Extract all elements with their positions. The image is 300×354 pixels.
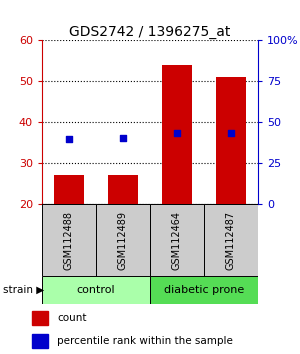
Text: GSM112489: GSM112489	[118, 211, 128, 269]
Title: GDS2742 / 1396275_at: GDS2742 / 1396275_at	[69, 25, 231, 39]
Point	[229, 131, 233, 136]
Bar	[150, 204, 204, 276]
Text: GSM112488: GSM112488	[64, 211, 74, 269]
Text: diabetic prone: diabetic prone	[164, 285, 244, 295]
Bar	[96, 204, 150, 276]
Text: GSM112487: GSM112487	[226, 210, 236, 269]
Bar	[42, 276, 150, 304]
Bar	[54, 175, 84, 204]
Point	[175, 131, 179, 136]
Bar	[108, 175, 138, 204]
Text: count: count	[57, 313, 86, 323]
Bar	[150, 276, 258, 304]
Bar	[204, 204, 258, 276]
Point	[67, 136, 71, 142]
Text: strain ▶: strain ▶	[3, 285, 44, 295]
Text: percentile rank within the sample: percentile rank within the sample	[57, 336, 233, 346]
Point	[121, 136, 125, 141]
Bar	[42, 204, 96, 276]
Bar	[32, 334, 48, 348]
Bar	[162, 64, 192, 204]
Text: control: control	[77, 285, 115, 295]
Bar	[32, 311, 48, 325]
Bar	[216, 77, 246, 204]
Text: GSM112464: GSM112464	[172, 211, 182, 269]
